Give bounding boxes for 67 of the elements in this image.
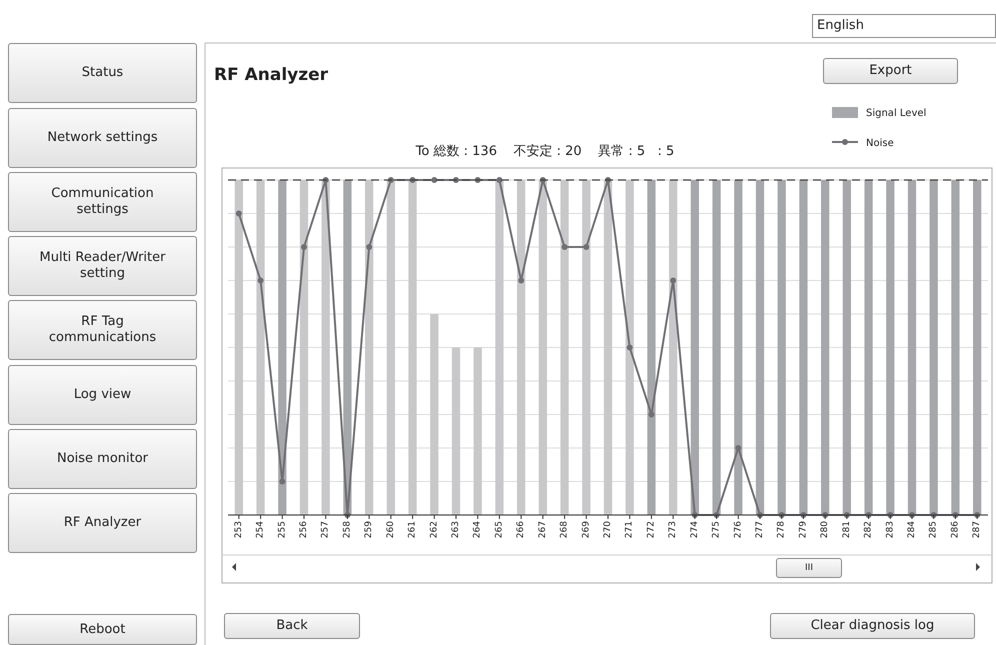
- x-tick-label: 256: [299, 520, 309, 538]
- x-tick-label: 257: [320, 521, 331, 538]
- chart-title: RF Analyzer: [214, 65, 329, 85]
- chart-subtitle: To 総数 : 136 不安定 : 20 異常 : 5 : 5: [414, 143, 674, 159]
- x-tick-label: 265: [494, 521, 504, 538]
- text: Back: [276, 618, 308, 634]
- text: Multi Reader/Writer setting: [38, 250, 166, 282]
- x-tick-label: 258: [342, 520, 352, 538]
- point: [648, 412, 654, 418]
- x-tick-label: 271: [624, 521, 635, 538]
- x-tick-label: 253: [234, 521, 244, 538]
- text: Communication settings: [50, 186, 155, 218]
- point: [301, 244, 307, 250]
- point: [583, 244, 590, 250]
- x-tick-label: 280: [820, 520, 830, 538]
- x-tick-label: 276: [733, 520, 744, 538]
- x-tick-label: 270: [603, 520, 613, 538]
- x-tick-label: 269: [581, 520, 592, 538]
- x-tick-label: 268: [560, 520, 570, 538]
- text: English: [817, 18, 864, 34]
- legend-label: Signal Level: [866, 108, 926, 119]
- legend-label: Noise: [866, 138, 894, 149]
- x-tick-label: 263: [451, 521, 461, 538]
- x-tick-label: 281: [842, 521, 852, 538]
- x-tick-label: 272: [646, 521, 656, 538]
- text: Reboot: [80, 622, 126, 638]
- x-tick-label: 282: [864, 521, 874, 538]
- x-tick-label: 274: [690, 520, 700, 538]
- x-tick-label: 287: [972, 521, 982, 538]
- x-tick-label: 262: [429, 521, 440, 538]
- x-tick-label: 283: [885, 521, 896, 538]
- x-tick-label: 273: [668, 521, 678, 538]
- point: [626, 344, 633, 350]
- point: [562, 244, 568, 250]
- x-tick-label: 266: [516, 520, 526, 538]
- point: [236, 210, 242, 216]
- x-tick-label: 259: [364, 520, 374, 538]
- x-tick-label: 277: [755, 521, 765, 538]
- point: [279, 478, 286, 484]
- point: [518, 278, 524, 284]
- text: Clear diagnosis log: [810, 618, 934, 634]
- x-tick-label: 254: [256, 520, 266, 538]
- x-tick-label: 255: [277, 521, 288, 538]
- x-tick-label: 260: [386, 520, 396, 538]
- x-tick-label: 279: [798, 520, 808, 538]
- text: Log view: [74, 387, 132, 403]
- x-tick-label: 285: [928, 521, 939, 538]
- x-tick-label: 275: [712, 521, 722, 538]
- point: [366, 244, 372, 250]
- x-tick-label: 284: [907, 520, 917, 538]
- text: Export: [869, 63, 912, 79]
- point: [670, 278, 676, 284]
- point: [431, 177, 438, 183]
- x-tick-label: 264: [472, 520, 483, 538]
- x-tick-label: 286: [950, 520, 960, 538]
- text: RF Analyzer: [64, 515, 142, 531]
- text: Noise monitor: [56, 451, 148, 467]
- text: RF Tag communications: [48, 314, 158, 346]
- point: [496, 177, 502, 183]
- point: [735, 445, 742, 451]
- point: [258, 278, 264, 284]
- text: Network settings: [47, 130, 158, 146]
- x-tick-label: 267: [538, 521, 548, 538]
- x-tick-label: 278: [776, 520, 787, 538]
- text: Status: [82, 65, 124, 81]
- x-tick-label: 261: [408, 521, 418, 538]
- text: III: [805, 562, 813, 575]
